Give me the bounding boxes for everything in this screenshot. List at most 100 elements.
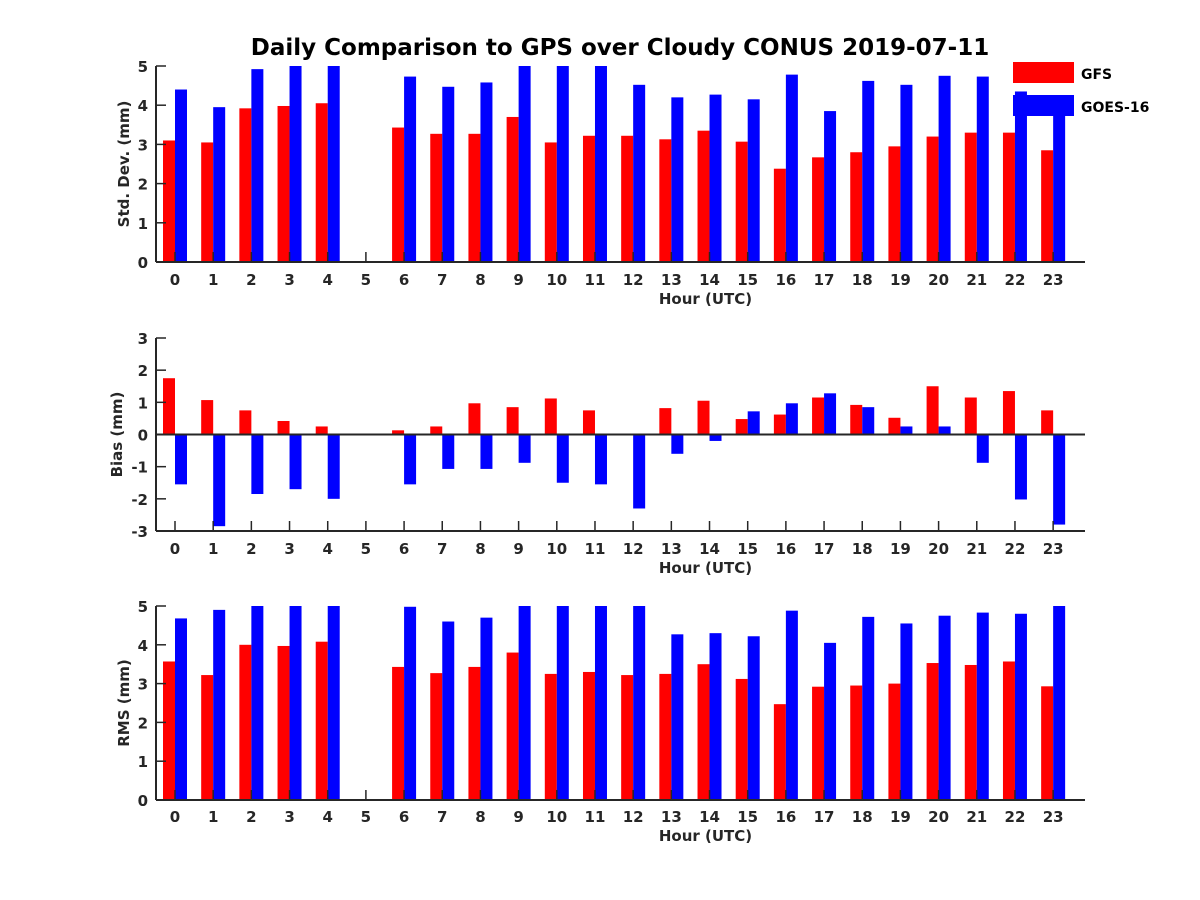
bias-x-tick-label: 8 [475,540,485,558]
std-dev-x-tick-label: 12 [623,271,644,289]
std-dev-y-tick-label: 0 [138,254,148,272]
rms-bar-goes16-hour-16 [785,610,798,800]
rms-x-tick-label: 16 [775,808,796,826]
rms-x-tick-label: 13 [661,808,682,826]
bias-bar-gfs-hour-1 [201,400,214,435]
std-dev-bar-gfs-hour-22 [1002,132,1015,262]
std-dev-x-tick-label: 14 [699,271,720,289]
bias-bar-gfs-hour-18 [850,404,863,435]
bias-bar-goes16-hour-15 [747,411,760,435]
std-dev-bar-gfs-hour-1 [201,142,214,262]
std-dev-bar-gfs-hour-23 [1041,150,1054,262]
bias-x-tick-label: 5 [361,540,371,558]
rms-y-tick-label: 2 [138,714,148,732]
std-dev-bar-goes16-hour-8 [480,82,493,263]
std-dev-y-tick-label: 4 [138,97,148,115]
rms-x-tick-label: 8 [475,808,485,826]
rms-bar-gfs-hour-10 [544,673,557,800]
std-dev-bar-goes16-hour-10 [556,66,569,262]
bias-bar-goes16-hour-14 [709,434,722,441]
bias-bar-gfs-hour-17 [812,397,825,435]
bias-x-tick-label: 10 [546,540,567,558]
rms-bar-goes16-hour-20 [938,615,951,800]
rms-x-tick-label: 3 [284,808,294,826]
rms-x-tick-label: 17 [814,808,835,826]
std-dev-bar-gfs-hour-15 [735,141,748,262]
std-dev-bar-gfs-hour-13 [659,139,672,262]
std-dev-x-tick-label: 5 [361,271,371,289]
rms-x-tick-label: 10 [546,808,567,826]
bias-bar-goes16-hour-11 [594,434,607,485]
std-dev-bar-goes16-hour-2 [251,69,264,262]
bias-bar-goes16-hour-0 [175,434,187,485]
bias-bar-gfs-hour-0 [163,378,175,435]
bias-y-tick-label: -3 [131,523,148,541]
std-dev-x-tick-label: 17 [814,271,835,289]
bias-y-tick-label: 2 [138,362,148,380]
bias-x-tick-label: 14 [699,540,720,558]
bias-bar-goes16-hour-21 [976,434,989,463]
rms-bar-gfs-hour-22 [1002,661,1015,800]
std-dev-bar-goes16-hour-14 [709,94,722,262]
rms-bar-gfs-hour-3 [277,645,290,800]
std-dev-x-tick-label: 11 [585,271,606,289]
rms-bar-gfs-hour-7 [430,673,443,800]
legend-label-goes16: GOES-16 [1081,100,1149,116]
rms-y-tick-label: 4 [138,637,148,655]
std-dev-bar-goes16-hour-15 [747,99,760,262]
std-dev-x-tick-label: 6 [399,271,409,289]
std-dev-y-tick-label: 2 [138,176,148,194]
rms-bar-gfs-hour-11 [582,671,595,800]
std-dev-bar-gfs-hour-10 [544,142,557,262]
rms-bar-goes16-hour-11 [594,606,607,800]
std-dev-bar-gfs-hour-12 [621,135,634,262]
bias-x-tick-label: 17 [814,540,835,558]
std-dev-x-tick-label: 20 [928,271,949,289]
std-dev-x-tick-label: 18 [852,271,873,289]
std-dev-bar-goes16-hour-20 [938,75,951,262]
bias-panel: 0 1 2 3 4 5 6 7 8 9 10 11 12 13 14 15 16 17 18 19 20 21 22 23-3… [108,330,1085,577]
std-dev-bar-gfs-hour-6 [392,127,405,262]
bias-bar-gfs-hour-13 [659,408,672,435]
bias-bar-goes16-hour-10 [556,434,569,483]
bias-bar-gfs-hour-15 [735,419,748,435]
rms-y-axis-label: RMS (mm) [115,659,133,746]
bias-bar-goes16-hour-6 [404,434,417,485]
rms-bar-gfs-hour-8 [468,666,481,800]
std-dev-x-tick-label: 4 [323,271,333,289]
bias-x-tick-label: 16 [775,540,796,558]
std-dev-x-tick-label: 10 [546,271,567,289]
rms-bar-gfs-hour-20 [926,663,939,800]
std-dev-x-tick-label: 7 [437,271,447,289]
bias-x-tick-label: 7 [437,540,447,558]
rms-bar-goes16-hour-17 [824,642,837,800]
std-dev-bar-gfs-hour-2 [239,108,252,262]
std-dev-x-axis-label: Hour (UTC) [659,290,752,308]
bias-x-tick-label: 0 [170,540,180,558]
rms-x-tick-label: 12 [623,808,644,826]
std-dev-bar-gfs-hour-4 [315,103,328,263]
bias-bar-goes16-hour-17 [824,393,837,435]
rms-bar-gfs-hour-19 [888,683,901,800]
rms-panel: 0 1 2 3 4 5 6 7 8 9 10 11 12 13 14 15 16 17 18 19 20 21 22 2301… [115,598,1085,845]
rms-x-tick-label: 14 [699,808,720,826]
std-dev-bar-gfs-hour-18 [850,152,863,262]
std-dev-bar-gfs-hour-8 [468,133,481,262]
bias-bar-gfs-hour-2 [239,410,252,435]
bias-x-tick-label: 11 [585,540,606,558]
bias-bar-gfs-hour-10 [544,398,557,435]
bias-bar-gfs-hour-6 [392,430,405,435]
rms-bar-goes16-hour-1 [213,609,226,800]
rms-bar-goes16-hour-9 [518,606,531,800]
std-dev-bar-gfs-hour-17 [812,157,825,262]
rms-bar-goes16-hour-8 [480,617,493,800]
bias-x-tick-label: 19 [890,540,911,558]
bias-bar-gfs-hour-20 [926,386,939,435]
bias-bar-goes16-hour-2 [251,434,264,495]
chart-panels: 0 1 2 3 4 5 6 7 8 9 10 11 12 13 14 15 16 17 18 19 20 21 22 2301… [108,58,1085,845]
std-dev-bar-gfs-hour-14 [697,130,710,262]
rms-bar-goes16-hour-10 [556,606,569,800]
bias-y-tick-label: 3 [138,330,148,348]
bias-bar-goes16-hour-8 [480,434,493,469]
rms-bar-goes16-hour-4 [327,606,340,800]
